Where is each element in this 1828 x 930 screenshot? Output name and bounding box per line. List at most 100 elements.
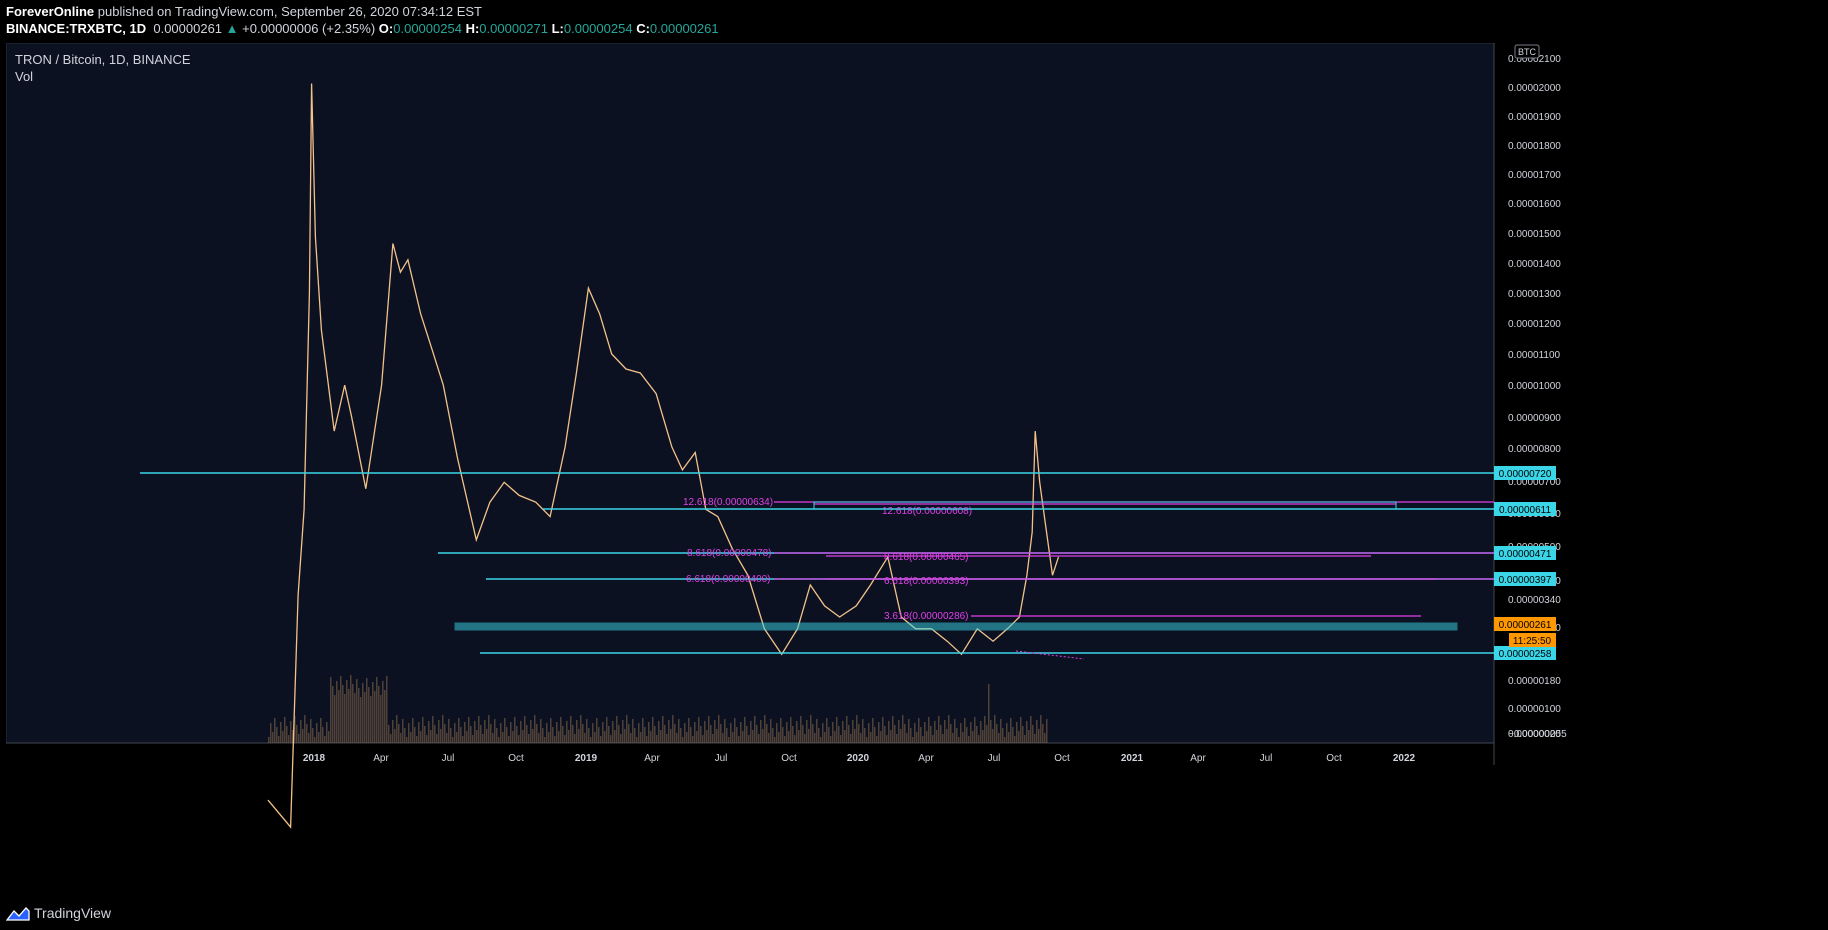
volume-bar <box>348 689 350 743</box>
volume-bar <box>598 727 600 743</box>
y-tick-label: 0.00002100 <box>1508 54 1561 65</box>
volume-bar <box>690 727 692 743</box>
volume-bar <box>822 723 824 743</box>
volume-bar <box>914 723 916 743</box>
publisher-name[interactable]: ForeverOnline <box>6 4 95 19</box>
volume-bar <box>324 736 326 743</box>
volume-bar <box>414 727 416 743</box>
volume-bar <box>356 679 358 743</box>
volume-bar <box>410 732 412 743</box>
high-value: 0.00000271 <box>479 21 548 36</box>
volume-bar <box>458 718 460 743</box>
volume-bar <box>672 715 674 743</box>
chart-area[interactable]: 0.00002100 0.00002000 0.00001900 0.00001800… <box>6 43 1828 898</box>
volume-bar <box>1036 720 1038 743</box>
volume-bar <box>632 719 634 743</box>
volume-bar <box>554 736 556 743</box>
volume-bar <box>866 737 868 743</box>
volume-bar <box>958 737 960 743</box>
volume-bar <box>438 720 440 743</box>
volume-bar <box>502 732 504 743</box>
price-chart[interactable]: 0.00002100 0.00002000 0.00001900 0.00001800… <box>6 43 1828 898</box>
volume-bar <box>792 726 794 743</box>
volume-bar <box>786 722 788 743</box>
volume-bar <box>332 686 334 743</box>
volume-bar <box>678 719 680 743</box>
volume-bar <box>330 677 332 743</box>
volume-bar <box>784 736 786 743</box>
volume-bar <box>684 723 686 743</box>
volume-bar <box>934 721 936 743</box>
volume-bar <box>322 727 324 743</box>
chart-legend-title[interactable]: TRON / Bitcoin, 1D, BINANCE <box>15 52 191 67</box>
volume-bar <box>972 731 974 743</box>
volume-bar <box>486 729 488 743</box>
volume-bar <box>984 716 986 743</box>
tradingview-logo-icon[interactable] <box>6 906 30 922</box>
volume-bar <box>586 719 588 743</box>
volume-bar <box>270 723 272 743</box>
volume-bar <box>1040 715 1042 743</box>
volume-bar <box>380 695 382 743</box>
up-arrow-icon: ▲ <box>225 21 239 36</box>
volume-legend[interactable]: Vol <box>15 69 34 84</box>
volume-bar <box>454 723 456 743</box>
volume-bar <box>1004 737 1006 743</box>
y-tick-label: 0.00001600 <box>1508 199 1561 210</box>
volume-bar <box>712 734 714 743</box>
volume-bar <box>766 724 768 743</box>
volume-bar <box>1006 723 1008 743</box>
volume-bar <box>722 733 724 743</box>
volume-bar <box>656 735 658 743</box>
volume-bar <box>524 716 526 743</box>
volume-bar <box>382 681 384 743</box>
volume-bar <box>378 686 380 743</box>
volume-bar <box>752 730 754 743</box>
price-tag-label: 0.00000258 <box>1499 649 1552 660</box>
volume-bar <box>338 690 340 743</box>
volume-bar <box>812 724 814 743</box>
volume-bar <box>828 727 830 743</box>
volume-bar <box>710 725 712 743</box>
fib-label: 8.618(0.00000465) <box>884 552 969 563</box>
volume-bar <box>738 736 740 743</box>
x-tick-label: Jul <box>442 753 455 764</box>
volume-bar <box>572 725 574 743</box>
price-tag-label: 0.00000397 <box>1499 575 1552 586</box>
volume-bar <box>858 724 860 743</box>
volume-bar <box>282 731 284 743</box>
x-tick-label: 2020 <box>847 753 870 764</box>
volume-bar <box>926 731 928 743</box>
volume-bar <box>304 715 306 743</box>
price-tag-label: 0.00000611 <box>1499 505 1552 516</box>
currency-badge-box <box>1514 44 1540 59</box>
volume-bar <box>376 677 378 743</box>
low-value: 0.00000254 <box>563 21 633 36</box>
volume-bar <box>520 721 522 743</box>
volume-bar <box>816 719 818 743</box>
volume-bar <box>604 731 606 743</box>
volume-bar <box>538 733 540 743</box>
fib-label: 8.618(0.00000478) <box>687 548 772 559</box>
volume-bar <box>1032 725 1034 743</box>
volume-bar <box>742 731 744 743</box>
volume-bar <box>956 728 958 743</box>
volume-bar <box>548 732 550 743</box>
volume-bar <box>820 737 822 743</box>
volume-bar <box>806 720 808 743</box>
fib-label: 6.618(0.00000400) <box>686 574 771 585</box>
volume-bar <box>432 716 434 743</box>
volume-bar <box>302 729 304 743</box>
volume-bar <box>918 718 920 743</box>
volume-bar <box>682 737 684 743</box>
fib-label: 6.618(0.00000393) <box>884 576 969 587</box>
y-tick-label: 0.00001700 <box>1508 170 1561 181</box>
high-label: H: <box>465 21 480 36</box>
tradingview-brand[interactable]: TradingView <box>34 905 112 921</box>
volume-bar <box>748 735 750 743</box>
volume-bar <box>1026 721 1028 743</box>
volume-bar <box>274 718 276 743</box>
symbol-name: BINANCE:TRXBTC, 1D <box>6 21 147 36</box>
volume-bar <box>400 733 402 743</box>
volume-bar <box>584 733 586 743</box>
